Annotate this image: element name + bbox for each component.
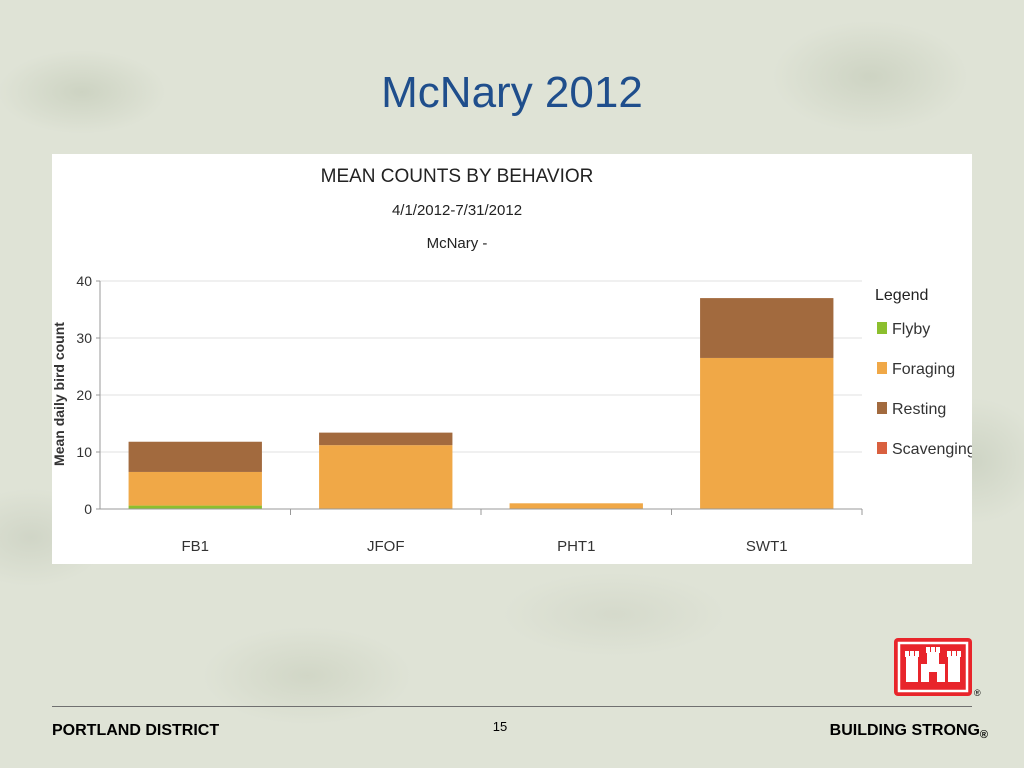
- bar-flyby-fb1: [128, 505, 262, 509]
- legend-swatch-foraging: [877, 362, 887, 374]
- bar-resting-swt1: [700, 298, 834, 358]
- slide-title: McNary 2012: [381, 68, 643, 117]
- legend-label-foraging: Foraging: [892, 361, 955, 378]
- x-tick-label: FB1: [181, 538, 209, 555]
- y-tick-label: 20: [76, 387, 92, 403]
- chart-title: MEAN COUNTS BY BEHAVIOR: [321, 166, 594, 187]
- footer-registered-mark: ®: [979, 729, 988, 741]
- bar-resting-jfof: [319, 432, 453, 446]
- y-tick-label: 40: [76, 273, 92, 289]
- legend-label-resting: Resting: [892, 401, 946, 418]
- footer-slogan-text: BUILDING STRONG: [829, 722, 980, 739]
- y-axis-label: Mean daily bird count: [52, 322, 67, 466]
- bar-foraging-jfof: [319, 445, 453, 509]
- y-tick-label: 30: [76, 330, 92, 346]
- legend-title: Legend: [875, 287, 928, 304]
- footer-organization: PORTLAND DISTRICT: [52, 722, 220, 739]
- y-tick-label: 10: [76, 444, 92, 460]
- x-tick-label: SWT1: [746, 538, 788, 555]
- footer-divider: [52, 706, 972, 707]
- x-tick-label: JFOF: [367, 538, 405, 555]
- stacked-bar-chart: MEAN COUNTS BY BEHAVIOR 4/1/2012-7/31/20…: [52, 166, 972, 555]
- legend-swatch-scavenging: [877, 442, 887, 454]
- page-number: 15: [492, 719, 508, 734]
- legend-swatch-resting: [877, 402, 887, 414]
- chart-subtitle: 4/1/2012-7/31/2012: [392, 202, 522, 219]
- castle-logo: [894, 638, 972, 696]
- bar-foraging-pht1: [509, 503, 643, 509]
- logo-registered-mark: ®: [974, 688, 981, 698]
- chart-panel: MEAN COUNTS BY BEHAVIOR 4/1/2012-7/31/20…: [52, 154, 972, 564]
- x-tick-label: PHT1: [557, 538, 595, 555]
- y-tick-label: 0: [84, 501, 92, 517]
- bar-foraging-fb1: [128, 471, 262, 506]
- legend-swatch-flyby: [877, 322, 887, 334]
- bar-foraging-swt1: [700, 357, 834, 509]
- chart-subtitle-2: McNary -: [427, 235, 488, 252]
- bar-resting-fb1: [128, 441, 262, 472]
- legend-label-scavenging: Scavenging: [892, 441, 972, 458]
- legend-label-flyby: Flyby: [892, 321, 930, 338]
- footer-slogan: BUILDING STRONG®: [830, 722, 988, 741]
